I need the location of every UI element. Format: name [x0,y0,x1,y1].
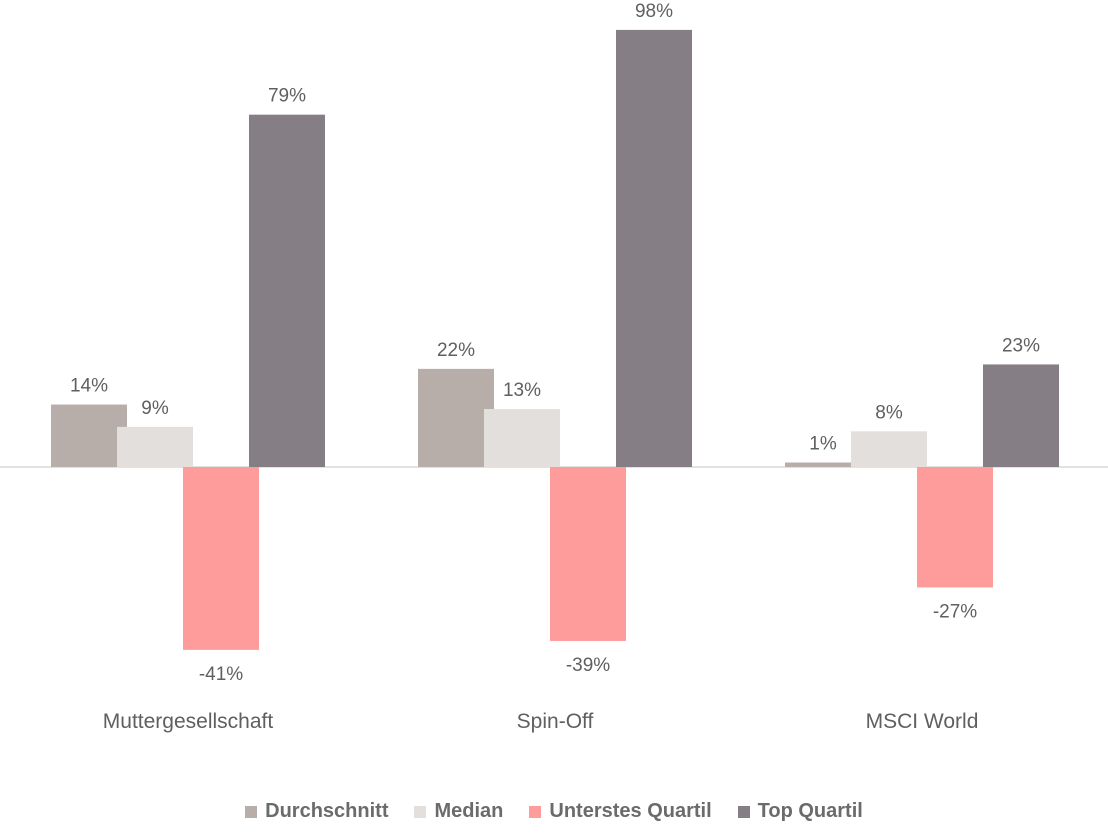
legend-swatch [529,805,542,818]
bar-top-quartil-msci-world [983,364,1059,467]
bar-top-quartil-spin-off [616,29,692,467]
bar-median-muttergesellschaft [117,426,193,467]
legend-swatch [737,805,750,818]
value-label-top-quartil-spin-off: 98% [635,1,673,22]
legend: Durchschnitt Median Unterstes Quartil Top Q… [0,800,1108,823]
legend-label: Durchschnitt [265,800,389,822]
category-labels-group: Muttergesellschaft Spin-Off MSCI World [103,710,979,733]
legend-item-durchschnitt: Durchschnitt [245,800,388,823]
value-label-unterstes-quartil-msci-world: -27% [933,601,977,622]
value-label-median-muttergesellschaft: 9% [141,398,169,419]
bar-durchschnitt-msci-world [785,462,861,467]
bar-unterstes-quartil-spin-off [550,467,626,641]
bar-unterstes-quartil-muttergesellschaft [183,467,259,650]
legend-item-median: Median [414,800,503,823]
value-label-durchschnitt-muttergesellschaft: 14% [70,376,108,397]
legend-item-unterstes-quartil: Unterstes Quartil [529,800,712,823]
bar-median-spin-off [484,409,560,467]
legend-label: Median [434,800,504,822]
bar-unterstes-quartil-msci-world [917,467,993,588]
bar-top-quartil-muttergesellschaft [249,114,325,467]
legend-label: Top Quartil [757,800,863,822]
value-label-median-msci-world: 8% [875,402,903,423]
legend-label: Unterstes Quartil [549,800,712,822]
value-label-top-quartil-muttergesellschaft: 79% [268,86,306,107]
category-label-muttergesellschaft: Muttergesellschaft [103,710,274,733]
value-label-unterstes-quartil-spin-off: -39% [566,655,610,676]
bar-median-msci-world [851,431,927,467]
value-label-durchschnitt-msci-world: 1% [809,434,837,455]
legend-swatch [414,805,427,818]
value-label-unterstes-quartil-muttergesellschaft: -41% [199,664,243,685]
legend-item-top-quartil: Top Quartil [737,800,863,823]
bar-durchschnitt-muttergesellschaft [51,404,127,467]
category-label-msci-world: MSCI World [866,710,979,733]
value-label-median-spin-off: 13% [503,380,541,401]
bar-durchschnitt-spin-off [418,368,494,467]
legend-swatch [245,805,258,818]
value-label-durchschnitt-spin-off: 22% [437,340,475,361]
bars-group [51,29,1059,650]
value-labels-group: 14% 9% -41% 79% 22% 13% -39% 98% 1% 8% -27% 23% [70,1,1040,685]
category-label-spin-off: Spin-Off [517,710,594,733]
value-label-top-quartil-msci-world: 23% [1002,335,1040,356]
